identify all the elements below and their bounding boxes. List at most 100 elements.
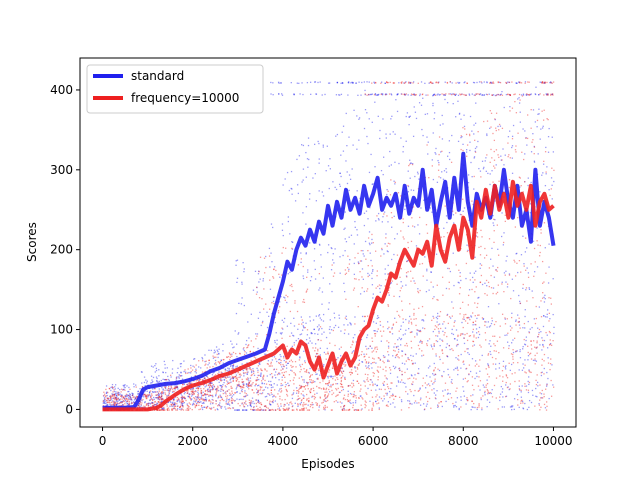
scatter-point [120,396,123,398]
scatter-point [289,380,291,382]
scatter-point [321,333,323,335]
scatter-point [213,386,216,388]
scatter-point [102,399,105,402]
scatter-point [440,151,442,153]
scatter-point [335,387,337,390]
scatter-point [377,218,380,220]
scatter-point [534,271,536,273]
scatter-point [470,161,472,164]
scatter-point [179,406,182,408]
scatter-point [103,401,105,403]
scatter-point [534,261,536,263]
scatter-point [122,404,124,406]
scatter-point [441,349,443,351]
scatter-point [118,391,120,394]
scatter-point [298,384,301,387]
scatter-point [422,354,425,356]
scatter-point [465,368,467,370]
scatter-point [207,390,210,392]
scatter-point [114,397,116,399]
scatter-point [232,347,234,349]
scatter-point [242,409,244,411]
scatter-point [387,221,389,223]
scatter-point [545,409,548,411]
scatter-point [499,82,502,84]
scatter-point [124,384,126,386]
scatter-point [477,314,479,316]
scatter-point [547,309,549,311]
scatter-point [396,93,399,95]
scatter-point [400,82,403,84]
scatter-point [541,349,543,351]
scatter-point [173,403,176,405]
scatter-point [526,93,528,95]
scatter-point [473,272,476,274]
scatter-point [251,383,253,385]
scatter-point [327,399,329,402]
scatter-point [493,218,495,221]
scatter-point [364,385,366,387]
scatter-point [165,379,168,381]
scatter-point [205,400,207,402]
scatter-point [493,230,495,232]
scatter-point [318,406,320,408]
scatter-point [115,399,118,402]
scatter-point [209,382,211,385]
scatter-point [168,390,170,392]
scatter-point [176,386,178,388]
scatter-point [481,94,484,96]
scatter-point [278,301,281,303]
scatter-point [485,339,487,341]
scatter-point [502,360,505,363]
scatter-point [213,385,215,387]
scatter-point [468,94,471,96]
scatter-point [423,409,426,411]
scatter-point [511,327,513,329]
scatter-point [156,377,158,380]
scatter-point [385,93,387,95]
scatter-point [203,402,205,405]
scatter-point [504,274,506,276]
scatter-point [216,408,218,410]
scatter-point [399,316,401,318]
scatter-point [156,397,158,399]
scatter-point [113,400,115,402]
scatter-point [481,236,483,238]
scatter-point [300,258,302,260]
scatter-point [373,330,375,332]
scatter-point [482,318,485,320]
scatter-point [287,382,289,384]
scatter-point [250,400,252,402]
scatter-point [200,405,203,407]
scatter-point [130,403,132,405]
scatter-point [260,375,262,377]
scatter-point [390,93,392,95]
scatter-point [453,284,455,287]
scatter-point [525,269,527,271]
scatter-point [462,127,464,129]
scatter-point [339,172,341,174]
scatter-point [215,395,217,397]
scatter-point [511,157,513,159]
scatter-point [230,385,232,388]
scatter-point [209,394,212,397]
scatter-point [272,409,274,411]
scatter-point [171,391,174,393]
scatter-point [460,399,462,401]
scatter-point [352,396,354,398]
scatter-point [172,359,174,362]
scatter-point [126,402,129,404]
scatter-point [384,268,386,270]
scatter-point [167,387,170,390]
scatter-point [250,369,252,371]
scatter-point [398,295,401,298]
scatter-point [519,389,521,391]
scatter-point [230,364,232,366]
scatter-point [494,335,496,337]
scatter-point [274,409,277,411]
scatter-point [457,334,459,336]
scatter-point [153,405,155,407]
scatter-point [242,409,244,411]
scatter-point [116,399,118,401]
scatter-point [505,395,508,397]
